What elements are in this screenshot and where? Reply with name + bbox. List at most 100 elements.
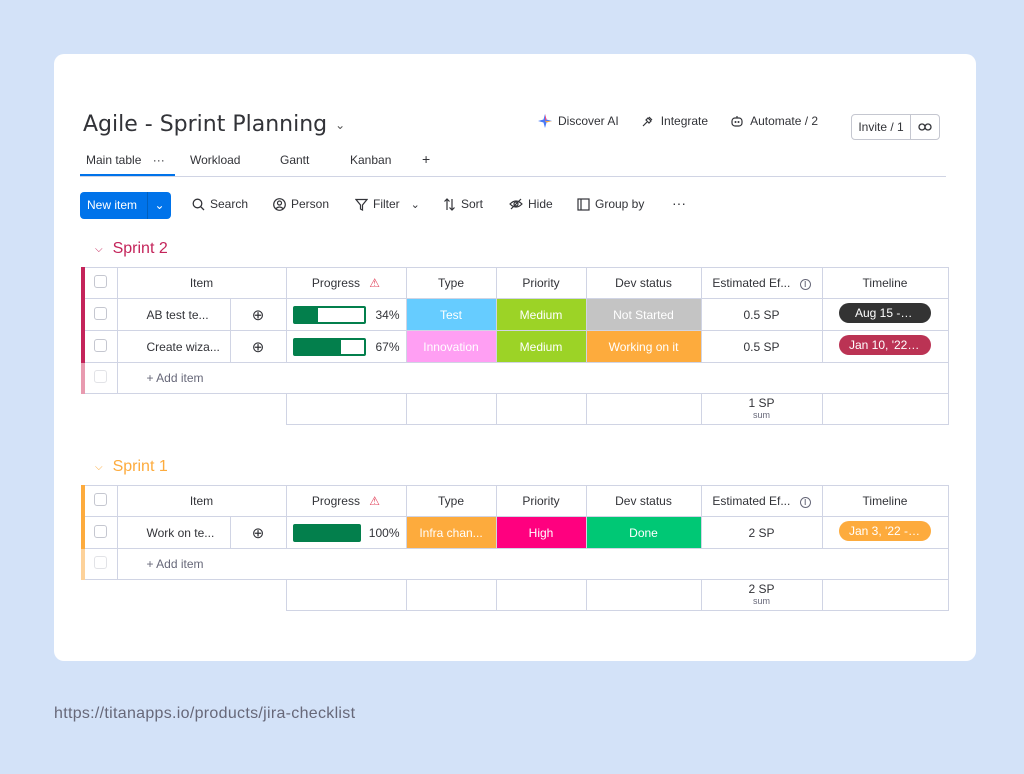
group-title-sprint-1[interactable]: ⌵ Sprint 1 [95,458,168,476]
hide-button[interactable]: Hide [509,197,553,211]
hide-label: Hide [528,197,553,211]
select-all-checkbox[interactable] [81,267,118,299]
group-by-button[interactable]: Group by [577,197,644,211]
timeline-cell[interactable]: Jan 3, '22 - J... [821,516,949,549]
column-header-type[interactable]: Type [405,267,497,299]
progress-cell: 100% [285,516,407,549]
timeline-cell[interactable]: Aug 15 - 30 [821,298,949,331]
tab-gantt[interactable]: Gantt [280,153,310,167]
priority-cell[interactable]: Medium [495,330,587,363]
row-checkbox [81,362,118,394]
tab-more-icon[interactable]: ··· [152,153,165,167]
column-header-progress[interactable]: Progress ⚠ [285,485,407,517]
tab-main-table-label: Main table [86,153,142,167]
add-item-input[interactable]: + Add item [116,362,949,394]
row-checkbox[interactable] [81,516,118,549]
timeline-cell[interactable]: Jan 10, '22 - ... [821,330,949,363]
add-view-button[interactable]: + [422,151,431,167]
add-update-button[interactable]: ⊕ [229,330,287,363]
type-cell[interactable]: Innovation [405,330,497,363]
column-header-dev-status[interactable]: Dev status [585,267,702,299]
type-cell[interactable]: Test [405,298,497,331]
chevron-down-icon[interactable]: ⌵ [95,461,103,473]
tab-main-table[interactable]: Main table ··· [80,153,175,176]
chevron-down-icon[interactable]: ⌄ [147,191,171,219]
board-title[interactable]: Agile - Sprint Planning ⌄ [83,112,345,137]
progress-percent: 67% [375,339,400,354]
column-header-estimated-label: Estimated Ef... [712,276,791,290]
item-name-cell[interactable]: Work on te... [116,516,231,549]
info-icon[interactable]: i [799,497,811,508]
item-name-cell[interactable]: Create wiza... [116,330,231,363]
discover-ai-button[interactable]: Discover AI [538,114,619,128]
estimate-cell[interactable]: 0.5 SP [700,330,823,363]
search-label: Search [210,197,249,211]
chevron-down-icon[interactable]: ⌄ [410,198,420,211]
tab-kanban[interactable]: Kanban [350,153,392,167]
table-row[interactable]: Create wiza... ⊕ 67% Innovation Medium W… [81,330,949,363]
person-filter-button[interactable]: Person [273,197,329,211]
invite-button[interactable]: Invite / 1 [852,115,911,139]
integrate-button[interactable]: Integrate [641,114,708,128]
warning-icon: ⚠ [369,494,381,508]
dev-status-cell[interactable]: Working on it [585,330,702,363]
board-toolbar: New item ⌄ Search Person Filter ⌄ Sort H… [80,191,720,219]
automate-button[interactable]: Automate / 2 [730,114,818,128]
sort-label: Sort [461,197,484,211]
column-header-progress[interactable]: Progress ⚠ [285,267,407,299]
column-header-estimated-effort[interactable]: Estimated Ef... i [700,267,823,299]
item-name-cell[interactable]: AB test te... [116,298,231,331]
filter-label: Filter [373,197,400,211]
dev-status-cell[interactable]: Done [585,516,702,549]
column-header-type[interactable]: Type [405,485,497,517]
group-title-label: Sprint 2 [112,240,168,257]
group-title-sprint-2[interactable]: ⌵ Sprint 2 [95,240,168,258]
robot-icon [731,116,743,127]
automate-label: Automate / 2 [750,114,819,128]
filter-button[interactable]: Filter ⌄ [355,197,420,211]
sort-button[interactable]: Sort [443,197,483,211]
invite-control: Invite / 1 [851,114,940,140]
progress-cell: 34% [285,298,407,331]
priority-cell[interactable]: Medium [495,298,587,331]
chevron-down-icon[interactable]: ⌵ [95,243,103,255]
select-all-checkbox[interactable] [81,485,118,517]
column-header-timeline[interactable]: Timeline [821,267,949,299]
estimate-cell[interactable]: 2 SP [700,516,823,549]
filter-icon [355,198,368,211]
estimate-cell[interactable]: 0.5 SP [700,298,823,331]
add-update-button[interactable]: ⊕ [229,516,287,549]
row-checkbox[interactable] [81,330,118,363]
column-header-priority[interactable]: Priority [495,267,587,299]
priority-cell[interactable]: High [495,516,587,549]
table-header-row: Item Progress ⚠ Type Priority Dev status… [81,485,949,517]
dev-status-cell[interactable]: Not Started [585,298,702,331]
tab-workload[interactable]: Workload [190,153,241,167]
add-item-input[interactable]: + Add item [116,548,949,580]
table-row[interactable]: AB test te... ⊕ 34% Test Medium Not Star… [81,298,949,331]
column-header-priority[interactable]: Priority [495,485,587,517]
progress-cell: 67% [285,330,407,363]
add-update-button[interactable]: ⊕ [229,298,287,331]
column-header-item[interactable]: Item [116,267,287,299]
search-button[interactable]: Search [192,197,248,211]
type-cell[interactable]: Infra chan... [405,516,497,549]
warning-icon: ⚠ [369,276,381,290]
row-checkbox[interactable] [81,298,118,331]
sum-value: 1 SP [748,396,775,410]
sum-value: 2 SP [748,582,775,596]
column-header-dev-status[interactable]: Dev status [585,485,702,517]
copy-link-button[interactable] [911,115,939,139]
info-icon[interactable]: i [799,279,811,290]
column-header-timeline[interactable]: Timeline [821,485,949,517]
chevron-down-icon[interactable]: ⌄ [335,117,346,132]
column-header-estimated-label: Estimated Ef... [712,494,791,508]
view-tabs: Main table ··· Workload Gantt Kanban + [80,150,946,177]
column-header-item[interactable]: Item [116,485,287,517]
table-row[interactable]: Work on te... ⊕ 100% Infra chan... High … [81,516,949,549]
column-header-estimated-effort[interactable]: Estimated Ef... i [700,485,823,517]
more-options-button[interactable]: ··· [672,195,686,211]
new-item-button[interactable]: New item ⌄ [80,191,171,219]
person-label: Person [291,197,330,211]
search-icon [192,198,205,210]
